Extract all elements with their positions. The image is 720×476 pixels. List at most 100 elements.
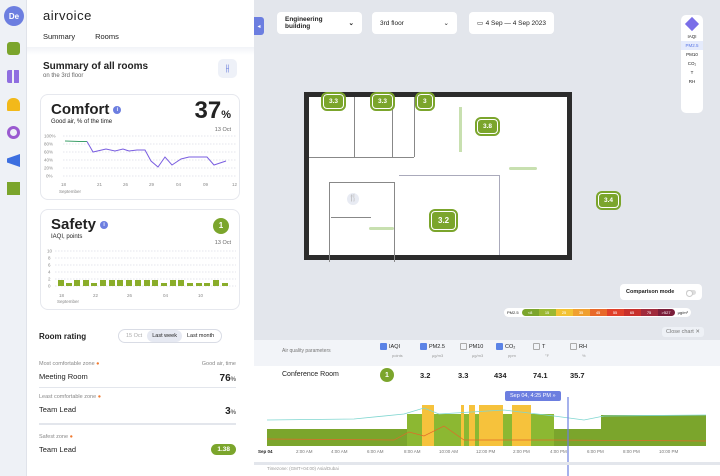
svg-text:0: 0 [48, 284, 51, 289]
comfort-line-chart: 100% 80% 60% 40% 20% 0% 18 21 26 29 04 09 12 Septem… [44, 134, 238, 195]
svg-text:60%: 60% [44, 150, 53, 155]
close-chart-button[interactable]: Close chart ✕ [662, 327, 704, 337]
svg-text:10: 10 [198, 293, 204, 298]
svg-text:21: 21 [97, 182, 103, 187]
cube-icon [681, 15, 703, 32]
safest-zone[interactable]: Safest zone ● Team Lead 1.38 [39, 434, 236, 455]
svg-text:22: 22 [93, 293, 99, 298]
icon-rail: De [0, 0, 27, 476]
info-icon[interactable]: i [100, 221, 109, 230]
safety-date: 13 Oct [214, 240, 231, 246]
param-rh[interactable]: RH [688, 79, 696, 84]
comparison-toggle[interactable] [686, 289, 696, 297]
layout-icon[interactable] [7, 182, 20, 195]
timezone-label: Timezone: (GMT+04:00) Asia/Dubai [267, 466, 339, 471]
most-comfortable-zone[interactable]: Most comfortable zone ● Good air, time M… [39, 361, 236, 384]
room-badge[interactable]: 3.3 [369, 92, 396, 111]
col-iaqi[interactable]: IAQI points [380, 343, 403, 358]
collapse-panel-button[interactable]: ◂ [254, 17, 264, 35]
bell-icon[interactable] [7, 98, 20, 111]
safety-title: Safety [51, 216, 97, 233]
comfort-card[interactable]: Comfort i Good air, % of the time 37% 13 … [40, 94, 240, 200]
info-icon[interactable]: i [113, 106, 122, 115]
svg-text:04: 04 [163, 293, 169, 298]
timeline-chart [254, 397, 720, 476]
tab-rooms[interactable]: Rooms [95, 32, 119, 41]
comfort-value: 37% [194, 97, 231, 124]
period-last-month[interactable]: Last month [186, 333, 215, 339]
megaphone-icon[interactable] [7, 154, 20, 167]
svg-text:10: 10 [47, 249, 53, 254]
param-pm25[interactable]: PM2.5 [681, 41, 703, 50]
svg-text:26: 26 [123, 182, 129, 187]
checkbox[interactable] [570, 343, 577, 350]
param-co2[interactable]: CO₂ [687, 61, 697, 66]
room-name: Conference Room [282, 371, 339, 378]
floor-plan [304, 92, 572, 262]
col-pm25[interactable]: PM2.5 μg/m3 [420, 343, 445, 358]
parameter-menu: IAQI PM2.5 PM10 CO₂ T RH [681, 15, 703, 113]
svg-text:0%: 0% [46, 174, 53, 179]
checkbox[interactable] [420, 343, 427, 350]
emoji-icon: ● [69, 434, 73, 440]
svg-text:26: 26 [127, 293, 133, 298]
pm25-legend: PM2.5 <8 15 25 35 45 55 65 75 >527 μg/m³ [504, 308, 691, 317]
safest-score-pill: 1.38 [211, 444, 236, 455]
svg-text:80%: 80% [44, 142, 53, 147]
room-badge[interactable]: 3.8 [474, 117, 501, 136]
comparison-mode[interactable]: Comparison mode [620, 284, 702, 300]
avatar[interactable]: De [4, 6, 24, 26]
building-dropdown[interactable]: Engineering building ⌄ [277, 12, 362, 34]
sliders-icon: ⫲ [225, 63, 230, 74]
grid-icon[interactable] [7, 70, 20, 83]
svg-text:18: 18 [59, 293, 65, 298]
svg-text:100%: 100% [44, 134, 56, 139]
summary-panel: airvoice Summary Rooms Summary of all ro… [27, 0, 254, 476]
safety-card[interactable]: Safety i IAQI, points 1 13 Oct 10 8 6 4 2 0 18… [40, 209, 240, 310]
room-badge[interactable]: 3.3 [320, 92, 347, 111]
room-badge[interactable]: 3 [415, 92, 435, 111]
col-t[interactable]: T °F [533, 343, 549, 358]
room-badge[interactable]: 3.4 [595, 191, 622, 210]
svg-text:8: 8 [48, 256, 51, 261]
app-logo: airvoice [43, 8, 92, 23]
calendar-icon: ▭ [477, 20, 484, 27]
period-today[interactable]: 15 Oct [126, 333, 143, 339]
chart-panel: Air quality parameters IAQI points PM2.5 μ… [254, 340, 720, 476]
svg-text:4: 4 [48, 270, 51, 275]
svg-text:12: 12 [232, 182, 238, 187]
col-co2[interactable]: CO₂ ppm [496, 343, 516, 358]
checkbox[interactable] [380, 343, 387, 350]
col-rh[interactable]: RH% [570, 343, 587, 358]
iaqi-badge: 1 [380, 368, 394, 382]
period-last-week[interactable]: Last week [147, 330, 182, 342]
filter-button[interactable]: ⫲ [218, 59, 237, 78]
svg-text:September: September [57, 299, 80, 304]
svg-text:29: 29 [149, 182, 155, 187]
least-comfortable-zone[interactable]: Least comfortable zone ● Team Lead 3% [39, 394, 236, 417]
param-iaqi[interactable]: IAQI [687, 34, 697, 39]
dining-icon: 🍴 [347, 193, 359, 205]
period-selector: 15 Oct Last week Last month [118, 329, 223, 343]
room-badge[interactable]: 3.2 [428, 209, 459, 232]
checkbox[interactable] [533, 343, 540, 350]
checkbox[interactable] [460, 343, 467, 350]
svg-text:18: 18 [61, 182, 67, 187]
chevron-down-icon: ⌄ [348, 20, 354, 27]
svg-text:09: 09 [203, 182, 209, 187]
chat-icon[interactable] [7, 42, 20, 55]
time-cursor-tooltip[interactable]: Sep 04, 4:25 PM » [505, 391, 561, 401]
param-t[interactable]: T [690, 70, 694, 75]
safety-badge: 1 [213, 218, 229, 234]
summary-subtitle: on the 3rd floor [43, 73, 84, 79]
checkbox[interactable] [496, 343, 503, 350]
safety-bar-chart: 10 8 6 4 2 0 18 22 26 04 10 September [47, 249, 236, 304]
param-pm10[interactable]: PM10 [686, 52, 698, 57]
date-range-picker[interactable]: ▭ 4 Sep — 4 Sep 2023 [469, 12, 554, 34]
col-pm10[interactable]: PM10 μg/m3 [460, 343, 483, 358]
svg-text:04: 04 [176, 182, 182, 187]
safety-subtitle: IAQI, points [51, 234, 83, 240]
floor-dropdown[interactable]: 3rd floor ⌄ [372, 12, 457, 34]
floor-map: ◂ Engineering building ⌄ 3rd floor ⌄ ▭ 4 Se… [254, 0, 720, 340]
gear-icon[interactable] [7, 126, 20, 139]
